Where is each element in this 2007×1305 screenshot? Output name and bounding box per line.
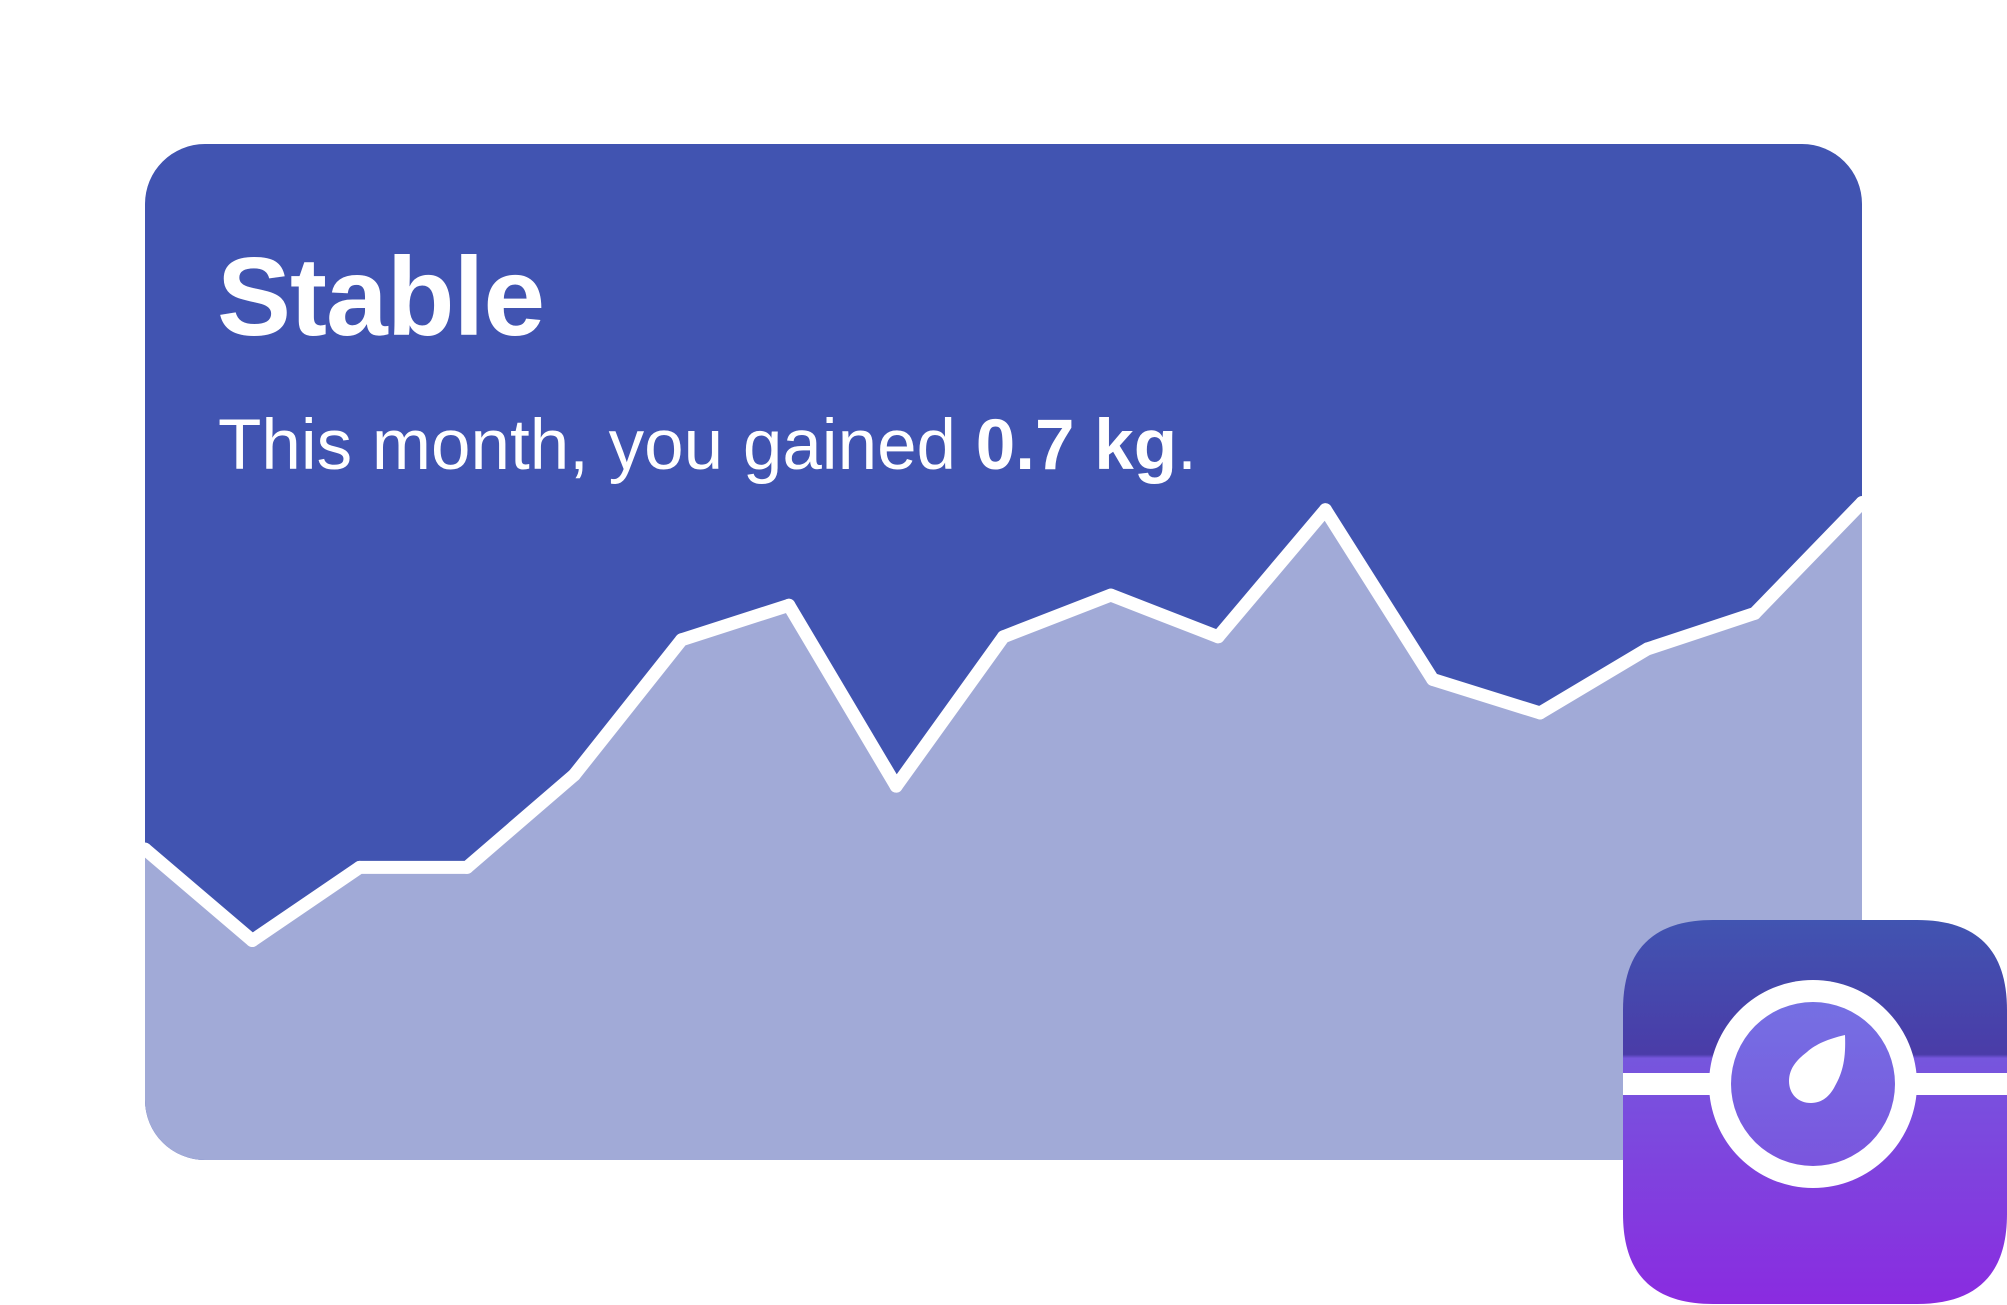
scale-app-icon[interactable]	[1623, 920, 2007, 1304]
chart-point	[1211, 630, 1225, 644]
chart-point	[889, 779, 903, 793]
chart-point	[1104, 588, 1118, 602]
droplet-icon	[1789, 1035, 1846, 1103]
chart-point	[1748, 606, 1762, 620]
chart-point	[353, 860, 367, 874]
chart-point	[675, 633, 689, 647]
chart-point	[1640, 642, 1654, 656]
weight-change-value: 0.7 kg	[975, 406, 1178, 485]
chart-point	[460, 860, 474, 874]
chart-point	[997, 630, 1010, 644]
chart-point	[145, 842, 152, 856]
chart-point	[1318, 503, 1332, 517]
chart-point	[782, 598, 796, 612]
chart-point	[1533, 706, 1547, 720]
weight-trend-chart	[145, 496, 1862, 1160]
chart-points	[145, 496, 1862, 948]
chart-point	[567, 768, 581, 782]
subtitle-prefix: This month, you gained	[218, 406, 976, 485]
subtitle-suffix: .	[1177, 406, 1197, 485]
chart-point	[1426, 672, 1440, 686]
chart-point	[1855, 496, 1862, 510]
trend-subtitle: This month, you gained 0.7 kg.	[218, 410, 1197, 481]
chart-point	[245, 934, 259, 948]
chart-area	[145, 502, 1862, 1160]
weight-trend-card[interactable]: Stable This month, you gained 0.7 kg.	[145, 144, 1862, 1160]
trend-title: Stable	[217, 235, 545, 359]
